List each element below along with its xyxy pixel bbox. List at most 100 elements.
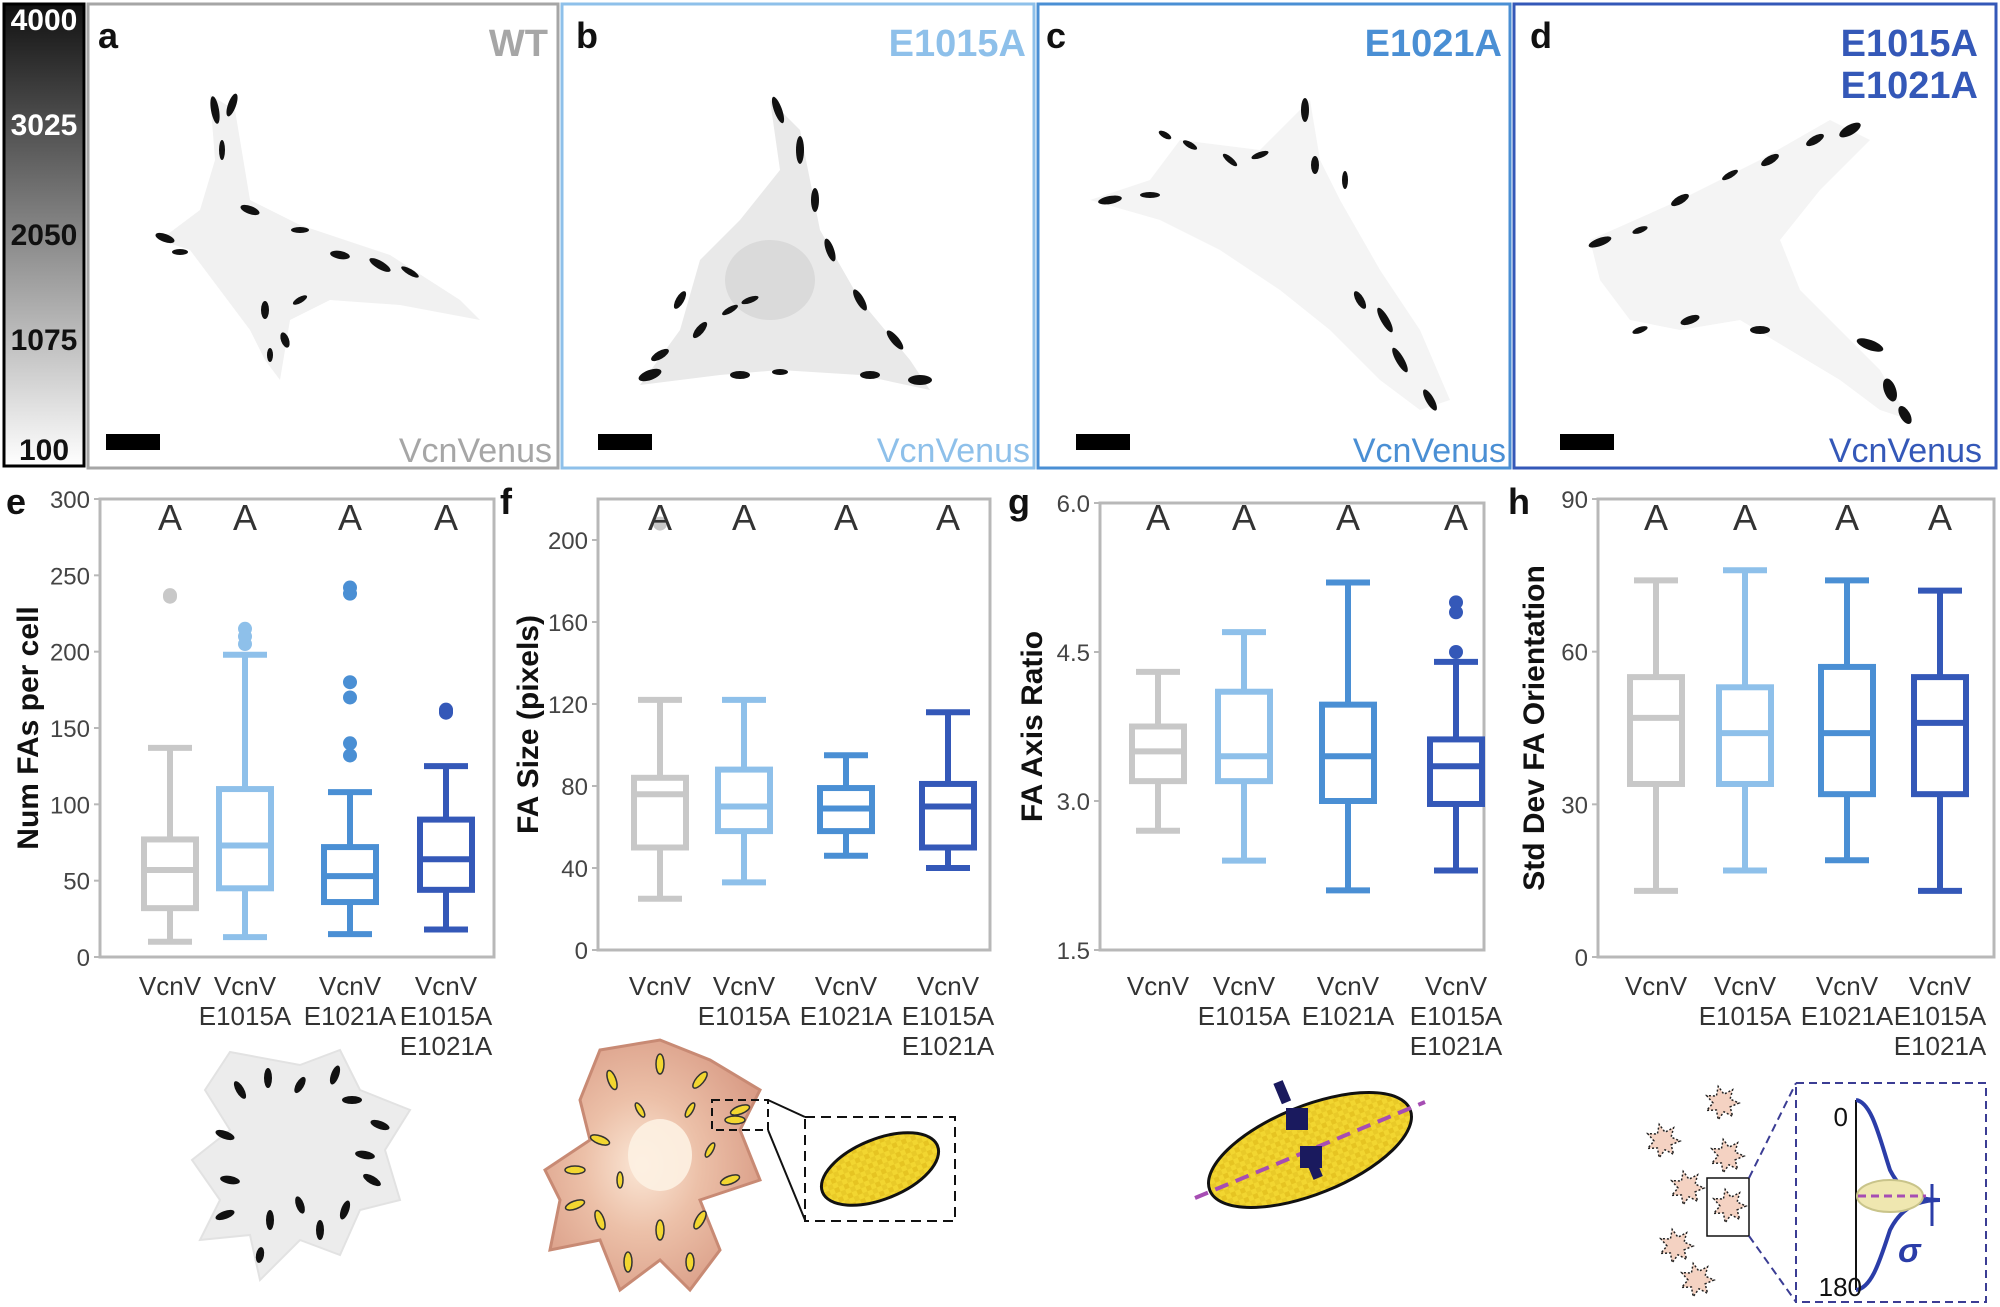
panel-letter-a: a	[98, 15, 119, 56]
significance-letter: A	[1336, 497, 1360, 538]
micrograph-d: d E1015A E1021A VcnVenus	[1512, 2, 1998, 470]
significance-letter: A	[1733, 497, 1757, 538]
plot-frame	[596, 497, 992, 952]
significance-letter: A	[1444, 497, 1468, 538]
orientation-top-label: 0	[1834, 1102, 1848, 1132]
iqr-box	[1627, 674, 1685, 787]
boxplot-panel-g: g1.53.04.56.0FA Axis RatioAVcnVAVcnVE101…	[1008, 481, 1503, 1061]
boxplot-panel-e: e 0 50 100 150 200 250 300 Num FAs per cell A VcnV…	[6, 481, 496, 1061]
iqr-box	[631, 774, 689, 851]
panel-letter-d: d	[1530, 15, 1552, 56]
panel-letter-c: c	[1046, 15, 1066, 56]
y-axis-label: Num FAs per cell	[12, 606, 45, 849]
outlier-point	[1449, 595, 1463, 610]
scale-bar	[106, 434, 160, 450]
category-label: E1015A	[1198, 1001, 1291, 1031]
significance-letter: A	[648, 497, 672, 538]
orientation-bottom-label: 180	[1819, 1272, 1862, 1302]
mini-zoom-box	[1706, 1177, 1750, 1237]
panel-letter-b: b	[576, 15, 598, 56]
iqr-box	[417, 816, 475, 893]
black-adhesions	[215, 1065, 390, 1263]
y-tick-label: 0	[575, 938, 588, 965]
category-label: E1015A	[698, 1001, 791, 1031]
y-tick-label: 30	[1561, 792, 1588, 819]
category-label: VcnV	[1816, 971, 1879, 1001]
category-label: VcnV	[1625, 971, 1688, 1001]
minor-axis-square	[1286, 1108, 1308, 1130]
outlier-point	[343, 748, 357, 763]
y-tick-label: 6.0	[1057, 491, 1090, 518]
mini-cell	[1659, 1227, 1695, 1265]
schematic-focal-adhesion-count	[190, 1048, 412, 1282]
category-label: E1015A	[199, 1001, 292, 1031]
outlier-point	[439, 702, 453, 717]
panel-a-title: WT	[489, 23, 548, 65]
category-label: VcnV	[214, 971, 277, 1001]
colorbar-tick-label: 4000	[11, 4, 78, 37]
iqr-box	[1911, 674, 1969, 798]
box-group-1: A VcnV	[1625, 497, 1688, 1001]
colorbar-tick-label: 1075	[11, 324, 78, 357]
category-label: VcnV	[415, 971, 478, 1001]
outlier-point	[163, 588, 177, 603]
y-tick-label: 300	[50, 487, 90, 514]
category-label: VcnV	[1127, 971, 1190, 1001]
mini-cell	[1646, 1122, 1682, 1160]
colorbar-gradient	[2, 2, 86, 468]
category-label: E1021A	[1801, 1001, 1894, 1031]
intensity-colorbar: 4000 3025 2050 1075 100	[2, 2, 86, 468]
significance-letter: A	[1835, 497, 1859, 538]
zoom-line	[1748, 1235, 1797, 1303]
iqr-box	[216, 786, 274, 892]
panel-letter-h: h	[1508, 481, 1530, 522]
nucleus	[628, 1119, 692, 1191]
yellow-adhesions	[564, 1053, 751, 1273]
box-group-1: A VcnV	[1127, 497, 1190, 1001]
y-tick-label: 160	[548, 610, 588, 637]
micrograph-row: a WT VcnVenus	[86, 2, 1998, 470]
box-group-1: A VcnV	[139, 497, 202, 1001]
category-label: VcnV	[713, 971, 776, 1001]
significance-letter: A	[732, 497, 756, 538]
boxplot-panel-h: h 0 30 60 90 Std Dev FA Orientation A VcnV A VcnV…	[1508, 481, 1996, 1061]
scale-bar	[1560, 434, 1614, 450]
cell-image-a	[155, 93, 480, 380]
category-label: E1021A	[1302, 1001, 1395, 1031]
schematic-axis-ratio	[1194, 1080, 1426, 1220]
micrograph-b: b E1015A VcnVenus	[560, 2, 1036, 470]
category-label: E1021A	[902, 1031, 995, 1061]
y-tick-label: 3.0	[1057, 789, 1090, 816]
y-axis-label: FA Axis Ratio	[1016, 631, 1049, 822]
plot-frame	[1098, 501, 1486, 952]
plot-frame	[1596, 497, 1996, 959]
significance-letter: A	[233, 497, 257, 538]
category-label: E1015A	[1699, 1001, 1792, 1031]
category-label: VcnV	[815, 971, 878, 1001]
box-group-1: A VcnV	[629, 497, 692, 1001]
category-label: E1021A	[1410, 1031, 1503, 1061]
category-label: VcnV	[319, 971, 382, 1001]
y-tick-label: 0	[77, 945, 90, 972]
category-label: VcnV	[1213, 971, 1276, 1001]
panel-letter-f: f	[500, 481, 513, 522]
zoom-line	[767, 1129, 806, 1221]
panel-d-title-line2: E1021A	[1841, 65, 1978, 107]
mini-cell	[1710, 1137, 1746, 1175]
colorbar-tick-label: 100	[19, 434, 69, 467]
colorbar-tick-label: 2050	[11, 219, 78, 252]
y-tick-label: 90	[1561, 487, 1588, 514]
panel-letter-g: g	[1008, 481, 1030, 522]
schematic-orientation: 0 180 σ	[1646, 1082, 1987, 1303]
minor-axis-square	[1300, 1146, 1322, 1168]
panel-d-stain: VcnVenus	[1829, 432, 1982, 470]
